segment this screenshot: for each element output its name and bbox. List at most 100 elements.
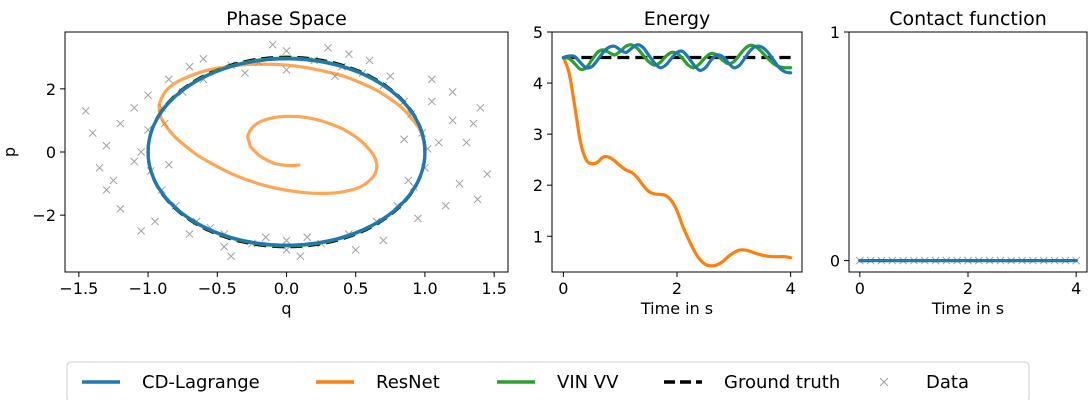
phase-space-ytick-label-1: 0 [46,143,56,162]
phase-space-series-data-point-74 [379,236,388,245]
phase-space-plot: −1.5 −1.0 −0.5 0.0 0.5 1.0 1.5 −2 0 2 Phase Space q… [0,8,509,318]
legend-entry-resnet: ResNet [316,372,440,393]
phase-space-series-data-point-38 [483,170,492,179]
phase-space-series-data-point-54 [441,201,450,210]
legend-entry-vin-vv: VIN VV [497,372,619,393]
phase-space-series-data-point-62 [400,135,409,144]
phase-space-xtick-label-2: −0.5 [198,279,237,298]
phase-space-series-data-point-71 [95,163,104,172]
phase-space-series-data-point-48 [185,230,194,239]
phase-space-series-data-point-35 [462,138,471,147]
phase-space-series-cd-lagrange [146,57,427,247]
phase-space-series-data-point-37 [81,106,90,115]
phase-space-series-data-point-53 [427,97,436,106]
phase-space-xtick-label-6: 1.5 [481,279,506,298]
phase-space-xtick-label-0: −1.5 [59,279,98,298]
contact-function-title: Contact function [889,8,1047,30]
phase-space-series-data-point-36 [102,141,111,150]
phase-space-series-data-point-70 [469,119,478,128]
phase-space-series-data-point-41 [365,56,374,65]
phase-space-series-data-point-75 [185,62,194,71]
phase-space-series-data [81,40,492,261]
phase-space-series-data-point-15 [137,148,146,156]
energy-title: Energy [644,8,711,30]
phase-space-series-data-point-79 [88,129,97,138]
phase-space-series-data-point-47 [351,245,360,254]
phase-space-xlabel: q [281,299,291,318]
energy-ytick-label-4: 5 [533,23,543,42]
legend-entry-cd-lagrange: CD-Lagrange [82,372,260,393]
contact-function-xtick-label-2: 4 [1071,279,1081,298]
energy-ytick-label-0: 1 [533,227,543,246]
energy-xtick-label-1: 2 [672,279,682,298]
contact-function-ytick-label-0: 0 [830,252,840,271]
phase-space-ytick-label-0: −2 [32,206,56,225]
phase-space-series-data-point-55 [151,217,159,226]
phase-space-series-data-point-50 [164,75,173,84]
phase-space-series-data-point-63 [164,160,173,169]
phase-space-series-data-point-73 [137,226,146,235]
legend-label-data: Data [926,372,969,393]
phase-space-series-data-point-40 [102,185,111,194]
energy-ytick-label-2: 3 [533,125,543,144]
phase-space-series-data-point-64 [404,176,413,185]
contact-function-axes-frame [848,31,1088,273]
phase-space-title: Phase Space [226,8,347,30]
phase-space-series-resnet [157,62,427,196]
energy-xtick-label-0: 0 [558,279,568,298]
energy-xlabel: Time in s [640,299,713,318]
phase-space-xtick-label-3: 0.0 [274,279,299,298]
phase-space-series-data-point-66 [448,88,457,96]
phase-space-xtick-label-1: −1.0 [129,279,168,298]
phase-space-series-data-point-49 [386,72,395,81]
phase-space-ytick-label-2: 2 [46,80,56,99]
contact-function-ytick-label-1: 1 [830,23,840,42]
energy-xtick-label-2: 4 [786,279,796,298]
phase-space-xtick-label-5: 1.0 [412,279,437,298]
energy-plot: 0 2 4 1 2 3 4 5 Energy Time in s [533,8,803,318]
energy-ytick-label-3: 4 [533,74,543,93]
legend: CD-Lagrange ResNet VIN VV Ground truth Data [66,361,1030,400]
legend-frame [66,361,1030,400]
phase-space-series-data-point-44 [268,40,277,49]
phase-space-series-data-point-33 [448,116,457,125]
energy-plot-area [561,43,793,268]
phase-space-plot-area [81,40,492,261]
phase-space-series-data-point-30 [130,157,139,166]
legend-label-ground-truth: Ground truth [724,372,840,393]
legend-label-resnet: ResNet [376,372,440,393]
phase-space-axes-frame [64,31,509,273]
phase-space-series-data-point-43 [324,43,332,52]
legend-marker-data [879,377,889,387]
phase-space-series-data-point-77 [282,236,291,245]
phase-space-series-data-point-56 [414,214,422,223]
phase-space-series-data-point-42 [199,54,208,63]
phase-space-series-data-point-78 [476,103,485,112]
phase-space-series-data-point-51 [144,91,153,100]
phase-space-ylabel: p [0,147,19,157]
legend-entry-data: Data [879,372,969,393]
phase-space-series-data-point-31 [116,119,125,128]
phase-space-series-data-point-46 [227,252,236,261]
phase-space-series-data-point-61 [261,233,270,242]
contact-function-plot-area [855,256,1081,265]
phase-space-series-data-point-72 [427,75,436,84]
phase-space-series-data-point-67 [116,204,125,213]
phase-space-series-data-point-59 [241,69,249,78]
phase-space-series-data-point-60 [303,233,312,242]
contact-function-xtick-label-0: 0 [855,279,865,298]
legend-label-cd-lagrange: CD-Lagrange [142,372,260,393]
legend-label-vin-vv: VIN VV [557,372,619,393]
energy-series-resnet [561,55,793,268]
phase-space-series-data-point-34 [455,179,464,188]
phase-space-series-data-point-29 [434,138,443,147]
phase-space-series-data-point-39 [473,195,482,204]
phase-space-series-data-point-45 [296,252,305,261]
phase-space-series-data-point-52 [130,103,139,112]
energy-series-cd-lagrange [561,43,793,75]
phase-space-xtick-label-4: 0.5 [343,279,368,298]
phase-space-series-data-point-76 [282,65,291,74]
phase-space-series-data-point-8 [282,46,291,55]
contact-function-xlabel: Time in s [931,299,1004,318]
